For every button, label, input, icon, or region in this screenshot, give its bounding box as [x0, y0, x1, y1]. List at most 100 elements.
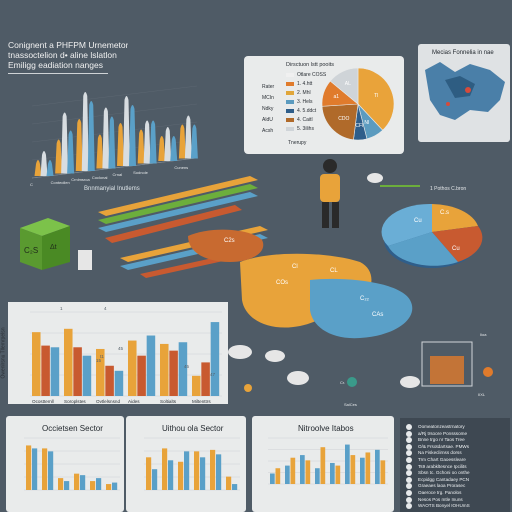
bottom-chart-3 [268, 437, 388, 485]
bar [350, 455, 356, 484]
bar [380, 460, 386, 484]
cone-bar [75, 119, 83, 171]
bar [290, 457, 296, 484]
pie3d-label: Cu [414, 218, 422, 224]
legend-item: 3. Hels [286, 99, 313, 105]
cloud-icon [228, 345, 252, 359]
bar [42, 448, 48, 490]
legend-item-label: 4. Caitl [297, 117, 313, 123]
gridline [31, 121, 198, 143]
bar [82, 355, 92, 396]
legend-side-label: AldU [262, 117, 273, 123]
map-title: Mecias Fonnelia in nae [432, 50, 494, 56]
cylinder-icon [78, 250, 92, 270]
info-row-text: Trm Chart Gaoessleare [418, 457, 466, 462]
chart-title: Nitroolve Itabos [298, 424, 354, 433]
info-row-text: Ecpidgg Cantadaey PCN [418, 476, 470, 482]
cone-bar [143, 120, 151, 164]
bar [216, 454, 222, 490]
data-label: 1 [60, 306, 63, 311]
isometric-legend: 1 Pothos C.bron [430, 186, 467, 192]
cone-bar [87, 101, 95, 171]
bar [58, 478, 64, 490]
info-row-text: Sbsn tc. Gchoni oo onthe [418, 470, 470, 476]
cone-bar [117, 123, 124, 166]
bar [106, 484, 112, 490]
info-row-text: WAOTS Bonyel IOHUmS [418, 503, 470, 509]
green-box-top [20, 218, 70, 236]
pie-slice-label: AL [344, 81, 351, 88]
data-label: 45 [184, 364, 190, 369]
pie3d-slice-3 [388, 232, 458, 266]
cone-bar [96, 134, 104, 169]
bar [114, 370, 124, 396]
bar [201, 362, 210, 396]
data-label: 4 [104, 306, 107, 311]
bar [345, 444, 350, 484]
cone-bar [61, 112, 69, 174]
cloud-icon [287, 371, 309, 385]
y-axis-label: Owenlrsnu Tllemrpelsn [0, 327, 7, 379]
person-icon [320, 159, 340, 228]
legend-side-label: Rater [262, 84, 275, 90]
cone-bar [184, 115, 192, 159]
bar [152, 469, 158, 490]
bar [375, 449, 380, 484]
bar [32, 332, 41, 396]
blob-label: COs [276, 280, 288, 286]
middle-bar-chart [30, 311, 222, 397]
pie3d-label: C.s [440, 210, 449, 216]
bar [335, 465, 341, 484]
tick-label: Crnlmsroa [71, 177, 90, 182]
bar [96, 478, 102, 490]
cone-bar [55, 139, 63, 174]
legend-side-label: MCIn [262, 95, 274, 101]
small-label: IIXL [478, 392, 486, 397]
bar [48, 451, 54, 490]
blob-label: C2s [224, 238, 235, 244]
legend-item-label: 2. Mhl [297, 90, 311, 96]
tick-label: Cunens [174, 164, 189, 170]
isometric-area [20, 159, 493, 392]
legend-swatch [286, 90, 294, 95]
legend-swatch [286, 126, 294, 131]
small-label: Iioa [480, 332, 487, 337]
cone-bar [149, 120, 157, 164]
info-row-text: Na Fiskeclirnss dorss [418, 450, 462, 456]
info-bullet-icon [406, 496, 412, 503]
legend-item-label: 1. 4.htt [297, 81, 313, 87]
pie-slice [321, 103, 359, 141]
bar [74, 473, 80, 490]
bar [26, 445, 32, 490]
small-label: SalCes [344, 402, 357, 407]
bar [32, 448, 38, 490]
legend-item: Otlare COSS [286, 72, 326, 78]
legend-swatch [286, 117, 294, 122]
info-bullet-icon [406, 443, 412, 450]
info-bullet-icon [406, 463, 412, 470]
bar [315, 468, 320, 484]
blob-label: CL [330, 268, 338, 274]
info-bullet-icon [406, 450, 412, 457]
tick-label: Coclonal [91, 174, 108, 180]
info-row-text: Ts9 arabkltesnce Ipcilits [418, 463, 467, 469]
legend-swatch [286, 99, 294, 104]
pie3d-slice-1 [432, 204, 478, 232]
bar [275, 468, 281, 484]
cloud-icon [400, 376, 420, 388]
brown-blob [188, 229, 264, 262]
cone-bar [67, 130, 75, 174]
tick-label: Crnal [112, 172, 123, 177]
cone-bar [170, 136, 178, 161]
bar [226, 476, 232, 490]
blob-label: CAs [372, 312, 384, 318]
pie-slice-label: Nl [364, 119, 370, 126]
map-shape [425, 62, 505, 120]
tick-label: Sodnole [133, 169, 148, 175]
header-divider [8, 73, 108, 74]
top-3d-bar-chart [31, 85, 198, 179]
bar [73, 347, 82, 396]
cone-bar [34, 160, 42, 176]
bottom-chart-1 [24, 437, 120, 491]
tick-label: Conteollen [50, 179, 70, 185]
